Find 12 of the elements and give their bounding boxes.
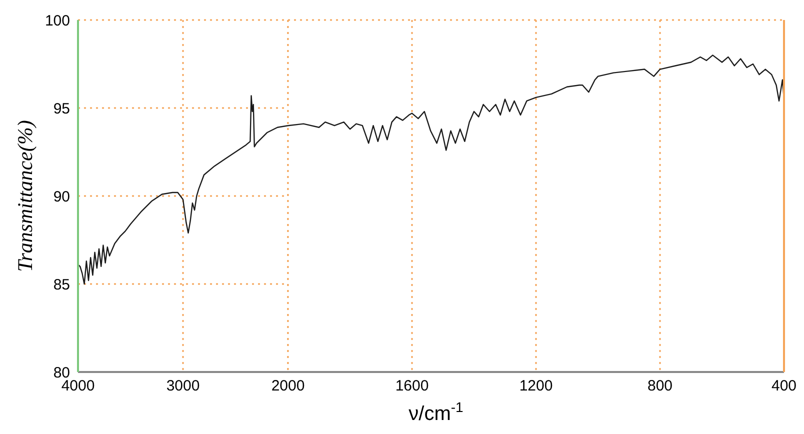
x-tick-label: 800 <box>647 378 673 395</box>
x-tick-label: 2000 <box>271 378 305 395</box>
x-axis-title: ν/cm$^{-1}$ <box>408 399 464 425</box>
y-tick-label: 95 <box>53 100 70 118</box>
x-tick-label: 400 <box>771 378 797 395</box>
y-tick-label: 90 <box>53 188 70 206</box>
x-tick-label: 3000 <box>166 378 200 395</box>
y-tick-label: 85 <box>53 276 70 294</box>
x-tick-label: 1600 <box>395 378 429 395</box>
x-tick-label: 1200 <box>519 378 553 395</box>
y-axis-title: Transmittance(%) <box>13 120 37 272</box>
y-tick-label: 100 <box>44 12 70 30</box>
